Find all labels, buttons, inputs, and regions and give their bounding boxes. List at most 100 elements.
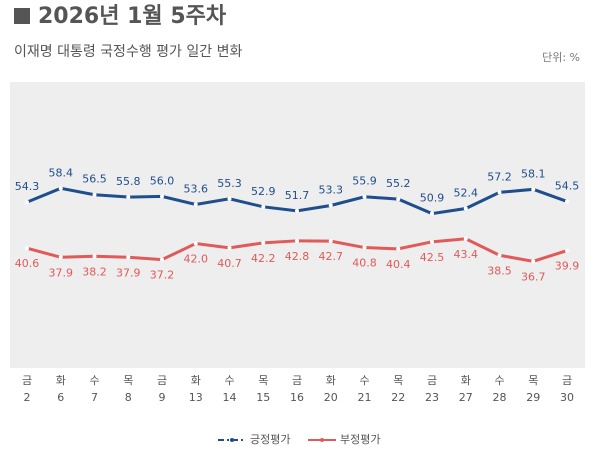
- point: [565, 199, 569, 204]
- point: [25, 200, 29, 205]
- value-label: 57.2: [487, 170, 512, 183]
- x-tick-day: 21: [358, 391, 372, 404]
- value-label: 40.4: [386, 258, 411, 271]
- point: [396, 246, 401, 251]
- point: [531, 187, 536, 192]
- x-tick-day: 14: [223, 391, 237, 404]
- value-label: 38.2: [82, 265, 107, 278]
- point: [430, 239, 434, 244]
- point: [362, 245, 367, 250]
- value-label: 40.8: [352, 257, 377, 270]
- x-tick-weekday: 화: [326, 374, 336, 387]
- legend-label: 긍정평가: [250, 433, 290, 446]
- value-label: 52.4: [454, 187, 479, 200]
- point: [126, 195, 131, 200]
- legend-dot: [320, 438, 324, 442]
- x-tick-weekday: 목: [528, 374, 538, 387]
- legend-dot: [230, 438, 234, 442]
- value-label: 55.2: [386, 177, 411, 190]
- x-tick-day: 22: [391, 391, 405, 404]
- x-tick-weekday: 화: [191, 374, 201, 387]
- point: [227, 196, 232, 201]
- x-tick-weekday: 목: [393, 374, 403, 387]
- x-tick-weekday: 금: [427, 374, 437, 387]
- x-tick-day: 7: [91, 391, 98, 404]
- value-label: 42.8: [285, 250, 310, 263]
- point: [160, 194, 164, 199]
- point: [497, 253, 502, 258]
- title-marker: [14, 8, 30, 24]
- value-label: 54.3: [15, 180, 40, 193]
- x-tick-day: 30: [560, 391, 574, 404]
- x-tick-day: 8: [125, 391, 132, 404]
- x-tick-day: 20: [324, 391, 338, 404]
- x-tick-day: 15: [256, 391, 270, 404]
- point: [463, 236, 468, 241]
- point: [463, 206, 468, 211]
- unit-label: 단위: %: [542, 51, 580, 64]
- x-tick-weekday: 수: [359, 374, 369, 387]
- point: [565, 248, 569, 253]
- point: [362, 194, 367, 199]
- point: [92, 192, 97, 197]
- x-tick-day: 27: [459, 391, 473, 404]
- point: [531, 259, 536, 264]
- value-label: 42.0: [184, 253, 209, 266]
- legend-label: 부정평가: [340, 433, 380, 446]
- x-tick-day: 16: [290, 391, 304, 404]
- point: [295, 208, 299, 213]
- plot-background: [10, 82, 585, 368]
- value-label: 37.9: [49, 266, 74, 279]
- x-tick-weekday: 수: [494, 374, 504, 387]
- point: [193, 202, 198, 207]
- value-label: 52.9: [251, 185, 276, 198]
- point: [126, 255, 131, 260]
- value-label: 51.7: [285, 189, 310, 202]
- x-tick-day: 2: [24, 391, 31, 404]
- x-tick-weekday: 수: [224, 374, 234, 387]
- value-label: 58.4: [49, 166, 74, 179]
- chart-subtitle: 이재명 대통령 국정수행 평가 일간 변화: [14, 44, 242, 60]
- point: [430, 211, 434, 216]
- value-label: 54.5: [555, 179, 580, 192]
- value-label: 42.2: [251, 252, 276, 265]
- point: [193, 241, 198, 246]
- value-label: 43.4: [454, 248, 479, 261]
- x-tick-weekday: 화: [461, 374, 471, 387]
- point: [227, 245, 232, 250]
- x-tick-weekday: 금: [562, 374, 572, 387]
- value-label: 42.7: [319, 250, 344, 263]
- value-label: 53.3: [319, 183, 344, 196]
- x-tick-weekday: 금: [157, 374, 167, 387]
- point: [328, 203, 333, 208]
- point: [396, 197, 401, 202]
- x-tick-day: 29: [526, 391, 540, 404]
- value-label: 38.5: [487, 264, 512, 277]
- value-label: 40.6: [15, 257, 40, 270]
- value-label: 53.6: [184, 182, 209, 195]
- point: [497, 190, 502, 195]
- point: [25, 246, 29, 251]
- x-tick-weekday: 수: [89, 374, 99, 387]
- x-tick-weekday: 화: [56, 374, 66, 387]
- value-label: 40.7: [217, 257, 242, 270]
- point: [261, 240, 266, 245]
- value-label: 39.9: [555, 260, 580, 273]
- x-tick-day: 13: [189, 391, 203, 404]
- value-label: 42.5: [420, 251, 445, 264]
- point: [92, 254, 97, 259]
- x-tick-day: 9: [159, 391, 166, 404]
- x-tick-day: 23: [425, 391, 439, 404]
- point: [261, 204, 266, 209]
- chart-title: 2026년 1월 5주차: [38, 4, 227, 29]
- value-label: 37.2: [150, 269, 175, 282]
- point: [295, 238, 299, 243]
- x-tick-weekday: 목: [258, 374, 268, 387]
- value-label: 56.0: [150, 174, 175, 187]
- point: [58, 186, 63, 191]
- x-tick-day: 6: [57, 391, 64, 404]
- x-tick-weekday: 금: [292, 374, 302, 387]
- x-tick-day: 28: [493, 391, 507, 404]
- value-label: 56.5: [82, 173, 107, 186]
